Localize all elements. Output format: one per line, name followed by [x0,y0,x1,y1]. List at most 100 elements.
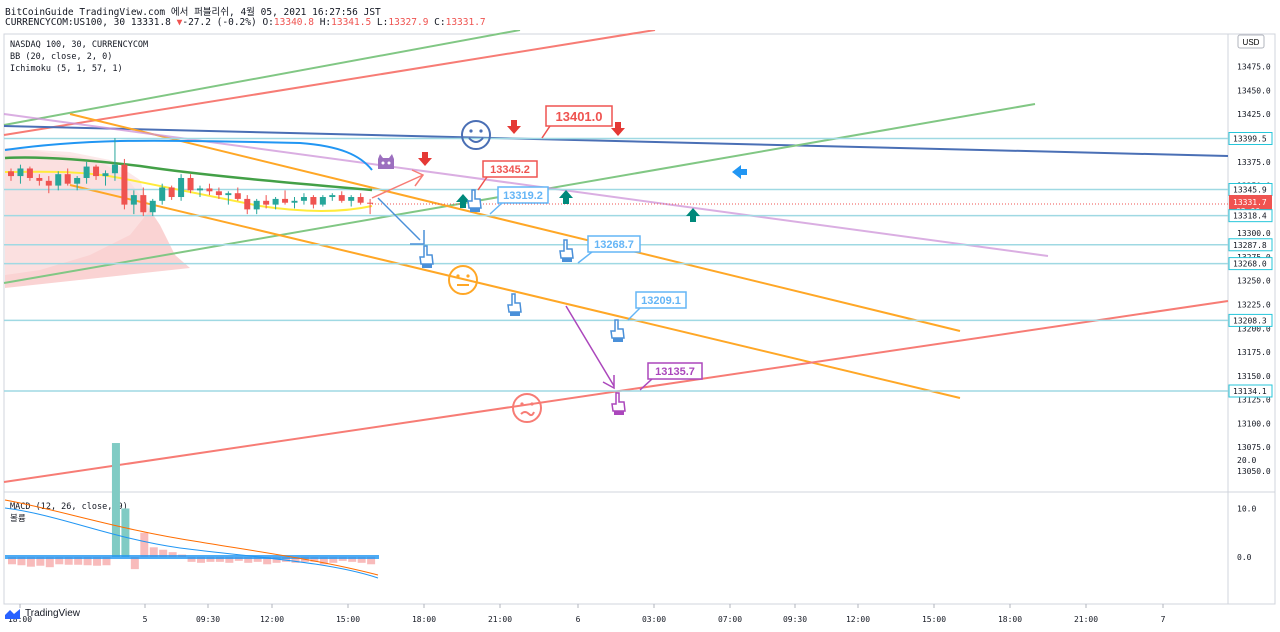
bb-basis [4,156,373,192]
time-tick-label: 6 [576,615,581,624]
candle-body [234,193,241,199]
macd-histogram-bar [74,557,83,565]
price-tick-label: 13250.0 [1237,277,1271,286]
high-label: H: [319,17,332,28]
level-badge-text: 13399.5 [1233,135,1267,144]
forecast-line-red [371,174,424,199]
time-tick-label: 07:00 [718,615,742,624]
level-badge [1228,132,1273,145]
macd-histogram-bar [282,557,291,562]
price-tick-label: 13150.0 [1237,372,1271,381]
macd-histogram-bar [206,557,215,562]
emoji-markers [378,120,542,423]
price-tick-label: 13475.0 [1237,63,1271,72]
candle-body [8,171,14,177]
low-label: L: [376,17,389,28]
level-badge-text: 13268.0 [1233,260,1267,269]
chart-frame [3,33,1276,605]
down-arrow-icon [611,122,625,136]
candle-body [45,180,52,186]
callout-pointer [477,176,488,191]
forecast-arrowhead-blue [410,230,425,245]
callout-label: 13345.2 [490,164,530,176]
callout-box [635,291,687,309]
time-tick-label: 21:00 [488,615,512,624]
callout-box [647,362,703,380]
level-badge-text: 13134.1 [1233,387,1267,396]
macd-histogram-bar [102,557,111,566]
callout-box [545,105,613,127]
level-badge [1228,209,1273,223]
left-arrow-icon [732,165,747,179]
macd-tick-label: 20.0 [1237,456,1256,465]
time-tick-label: 5 [143,615,148,624]
candle-body [102,173,109,177]
candle-body [348,197,355,201]
time-tick-label: 15:00 [336,615,360,624]
macd-histogram-bar [45,557,54,568]
pointing-hand-icon [559,239,574,262]
level-badge [1228,257,1273,271]
level-badge [1228,313,1273,327]
price-tick-label: 13300.0 [1237,229,1271,238]
price-tick-label: 13100.0 [1237,419,1271,428]
macd-histogram-bar [93,557,102,566]
down-arrow-icon [418,152,432,166]
candle-body [187,177,194,191]
callout-label: 13401.0 [556,109,603,124]
candle-body [338,195,345,201]
time-axis[interactable]: 18:00 5 09:30 12:00 15:00 18:00 21:00 6 03:00 07:… [8,604,1166,624]
legend-macd-sub: 볼륨 [10,513,26,524]
hand-markers [419,189,626,415]
macd-histogram-bar [130,557,139,570]
tradingview-logo-icon [5,608,20,619]
callout-pointer [627,307,641,321]
purple-trendline [3,113,1049,257]
price-callouts[interactable]: 13401.0 13345.2 13319.2 13268.7 13209.1 13135… [477,105,703,391]
price-tick-label: 13075.0 [1237,443,1271,452]
orange-channel-upper [69,113,961,332]
time-tick-label: 21:00 [1074,615,1098,624]
callout-pointer [577,251,593,264]
macd-histogram-bar [121,508,130,557]
candle-body [329,195,336,198]
macd-histogram-bar [187,557,196,562]
symbol-prefix: CURRENCYCOM:US100, 30 [5,17,126,28]
macd-histogram-bar [8,557,16,565]
publish-info: BitCoinGuide TradingView.com 에서 퍼블리쉬, 4월… [5,7,381,18]
forecast-arrows [371,169,615,390]
macd-histogram-bar [17,557,26,566]
currency-badge-box[interactable] [1237,34,1265,49]
callout-label: 13319.2 [503,190,543,202]
bollinger-bands [4,139,373,212]
signal-markers [418,120,747,222]
footer[interactable]: TradingView [5,608,80,619]
time-tick-label: 15:00 [922,615,946,624]
level-badge-text: 13318.4 [1233,212,1267,221]
bb-lower [4,170,373,212]
red-trendline-upper [3,29,656,136]
legend-macd: MACD (12, 26, close, 9) [10,502,128,512]
candle-body [282,198,289,203]
time-tick-label: 18:00 [8,615,32,624]
callout-box [587,235,641,253]
time-tick-label: 09:30 [196,615,220,624]
candle-body [310,197,317,205]
chart-legend: NASDAQ 100, 30, CURRENCYCOM BB (20, clos… [10,40,148,524]
macd-histogram-bar [83,557,92,566]
callout-label: 13268.7 [594,239,634,251]
pointing-hand-icon [419,245,434,268]
chart-canvas[interactable]: 13401.0 13345.2 13319.2 13268.7 13209.1 13135… [0,29,1280,628]
candle-body [83,166,90,178]
currency-badge[interactable]: USD [1243,38,1260,47]
chart-header: BitCoinGuide TradingView.com 에서 퍼블리쉬, 4월… [0,0,1280,30]
price-change: -27.2 (-0.2%) [182,17,257,28]
candle-body [140,195,147,213]
forecast-line-blue [377,197,421,241]
macd-histogram-bar [36,557,45,566]
forecast-arrowhead-purple [602,375,615,390]
price-tick-label: 13425.0 [1237,110,1271,119]
down-triangle-icon: ▼ [176,17,183,28]
macd-pane [4,443,379,579]
callout-pointer [639,378,653,391]
